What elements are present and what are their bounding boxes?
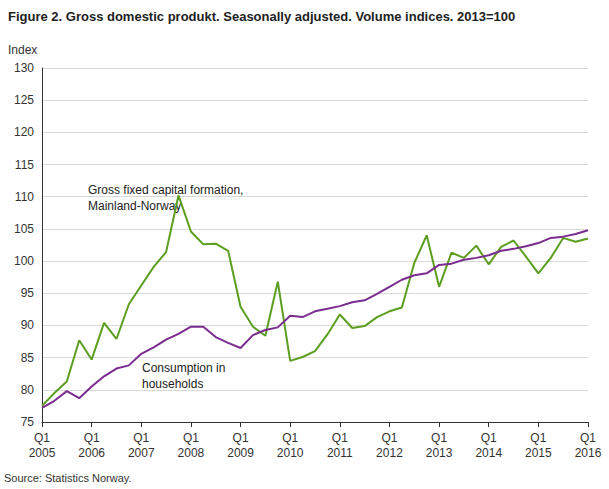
svg-text:Q1: Q1 [530,431,546,445]
svg-text:2012: 2012 [376,446,403,460]
svg-text:120: 120 [14,125,34,139]
svg-text:125: 125 [14,93,34,107]
svg-text:2015: 2015 [525,446,552,460]
svg-text:2014: 2014 [475,446,502,460]
svg-text:Q1: Q1 [34,431,50,445]
svg-text:Q1: Q1 [233,431,249,445]
svg-text:2016: 2016 [575,446,602,460]
svg-text:80: 80 [21,383,35,397]
svg-text:90: 90 [21,318,35,332]
svg-text:Q1: Q1 [332,431,348,445]
svg-text:Source: Statistics Norway.: Source: Statistics Norway. [4,472,132,484]
svg-text:105: 105 [14,222,34,236]
svg-text:85: 85 [21,351,35,365]
svg-text:Q1: Q1 [133,431,149,445]
svg-text:95: 95 [21,286,35,300]
svg-text:Q1: Q1 [282,431,298,445]
svg-text:Index: Index [8,43,37,57]
svg-text:Mainland-Norway: Mainland-Norway [88,199,181,213]
svg-text:Gross fixed capital formation,: Gross fixed capital formation, [88,183,243,197]
svg-text:2009: 2009 [227,446,254,460]
svg-text:2008: 2008 [178,446,205,460]
svg-text:Q1: Q1 [580,431,596,445]
svg-text:Q1: Q1 [481,431,497,445]
svg-text:75: 75 [21,415,35,429]
svg-text:115: 115 [15,158,34,172]
svg-text:110: 110 [15,190,34,204]
svg-text:Q1: Q1 [84,431,100,445]
svg-text:Q1: Q1 [381,431,397,445]
svg-text:2007: 2007 [128,446,155,460]
svg-text:2011: 2011 [327,446,353,460]
svg-text:2010: 2010 [277,446,304,460]
svg-text:2006: 2006 [78,446,105,460]
svg-text:households: households [142,377,203,391]
svg-text:Q1: Q1 [431,431,447,445]
svg-text:Consumption in: Consumption in [142,361,225,375]
svg-text:2005: 2005 [29,446,56,460]
svg-text:100: 100 [14,254,34,268]
svg-text:Q1: Q1 [183,431,199,445]
svg-text:2013: 2013 [426,446,453,460]
svg-text:Figure 2. Gross domestic produ: Figure 2. Gross domestic produkt. Season… [8,9,515,24]
svg-text:130: 130 [14,61,34,75]
